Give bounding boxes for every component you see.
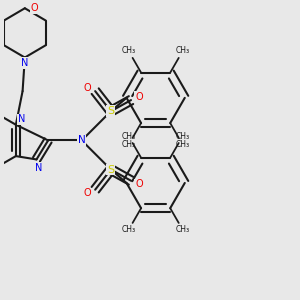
- Text: O: O: [83, 82, 91, 92]
- Text: N: N: [78, 135, 85, 146]
- Text: O: O: [135, 179, 143, 189]
- Text: O: O: [83, 188, 91, 198]
- Text: CH₃: CH₃: [122, 140, 136, 149]
- Text: N: N: [18, 114, 25, 124]
- Text: CH₃: CH₃: [122, 225, 136, 234]
- Text: CH₃: CH₃: [176, 140, 190, 149]
- Text: N: N: [35, 163, 42, 172]
- Text: S: S: [107, 106, 114, 116]
- Text: S: S: [107, 164, 114, 175]
- Text: CH₃: CH₃: [176, 46, 190, 56]
- Text: CH₃: CH₃: [122, 46, 136, 56]
- Text: CH₃: CH₃: [122, 131, 136, 140]
- Text: N: N: [21, 58, 28, 68]
- Text: CH₃: CH₃: [176, 225, 190, 234]
- Text: CH₃: CH₃: [176, 131, 190, 140]
- Text: O: O: [31, 3, 38, 13]
- Text: O: O: [135, 92, 143, 101]
